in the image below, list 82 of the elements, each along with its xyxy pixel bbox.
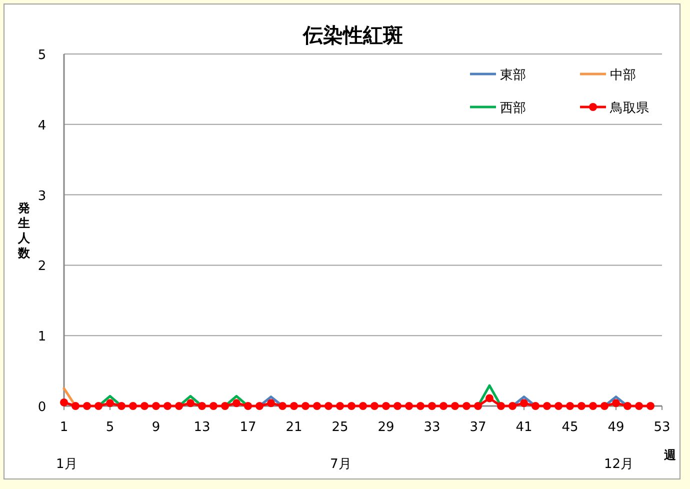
point (210, 402, 218, 410)
point (129, 402, 137, 410)
point (532, 402, 540, 410)
point (497, 402, 505, 410)
point (232, 399, 240, 408)
point (416, 402, 424, 410)
y-tick-label: 1 (38, 330, 46, 345)
legend-label: 中部 (610, 68, 636, 83)
text: 12月 (604, 457, 634, 472)
point (152, 402, 160, 410)
x-tick-label: 41 (516, 420, 532, 435)
x-tick-label: 37 (470, 420, 486, 435)
x-tick-label: 5 (106, 420, 114, 435)
point (324, 402, 332, 410)
point (578, 402, 586, 410)
x-tick-label: 17 (240, 420, 256, 435)
x-tick-label: 1 (60, 420, 68, 435)
point (60, 398, 68, 406)
y-tick-label: 2 (38, 259, 46, 274)
point (462, 402, 470, 410)
point (278, 402, 286, 410)
point (635, 402, 643, 410)
point (508, 402, 516, 410)
point (566, 402, 574, 410)
point (256, 402, 264, 410)
x-tick-label: 33 (424, 420, 440, 435)
point (440, 402, 448, 410)
point (405, 402, 413, 410)
point (94, 402, 102, 410)
text: 1月 (56, 457, 78, 472)
point (118, 402, 126, 410)
text: 7月 (330, 457, 352, 472)
x-tick-label: 9 (152, 420, 160, 435)
x-tick-label: 29 (378, 420, 394, 435)
y-tick-label: 0 (38, 400, 46, 415)
point (543, 402, 551, 410)
y-tick-label: 4 (38, 118, 46, 134)
point (106, 399, 114, 408)
point (520, 399, 528, 408)
x-tick-label: 53 (654, 420, 670, 435)
point (370, 402, 378, 410)
y-axis-title: 発生人数 (17, 201, 31, 260)
point (589, 402, 597, 410)
point (336, 402, 344, 410)
x-tick-label: 49 (608, 420, 624, 435)
point (428, 402, 436, 410)
point (612, 399, 620, 408)
legend-label: 東部 (500, 68, 526, 83)
point (290, 402, 298, 410)
chart-title: 伝染性紅斑 (302, 23, 403, 47)
point (83, 402, 91, 410)
point (348, 402, 356, 410)
point (72, 402, 80, 410)
y-tick-label: 5 (38, 48, 46, 63)
point (474, 402, 482, 410)
point (267, 399, 275, 408)
point (451, 402, 459, 410)
y-tick-label: 3 (38, 188, 46, 204)
x-axis-title: 週 (663, 448, 677, 462)
point (244, 402, 252, 410)
x-tick-label: 45 (562, 420, 578, 435)
point (175, 402, 183, 410)
point (646, 402, 654, 410)
point (486, 394, 494, 402)
point (394, 402, 402, 410)
point (186, 399, 194, 408)
point (382, 402, 390, 410)
point (359, 402, 367, 410)
point (302, 402, 310, 410)
point (221, 402, 229, 410)
point (198, 402, 206, 410)
point (140, 402, 148, 410)
point (624, 402, 632, 410)
x-tick-label: 13 (194, 420, 210, 435)
point (313, 402, 321, 410)
point (600, 402, 608, 410)
x-tick-label: 21 (286, 420, 302, 435)
point (554, 402, 562, 410)
legend-label: 西部 (500, 101, 526, 116)
x-tick-label: 25 (332, 420, 348, 435)
legend-label: 鳥取県 (609, 101, 649, 116)
point (164, 402, 172, 410)
